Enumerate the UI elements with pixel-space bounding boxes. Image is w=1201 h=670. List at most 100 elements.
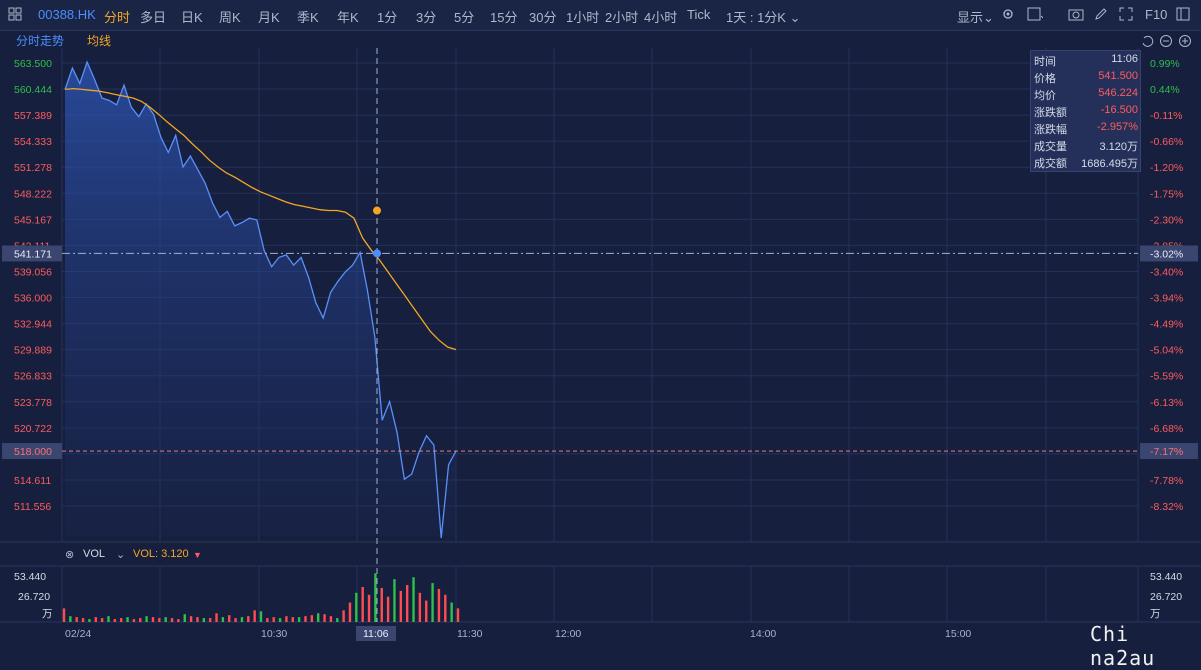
period-tab-intraday[interactable]: 分时	[104, 10, 131, 25]
pct-tick-label: -1.20%	[1150, 162, 1183, 174]
pct-tick-label: -3.40%	[1150, 266, 1183, 278]
price-tick-label: 560.444	[14, 84, 52, 96]
crosshair-pct-tag	[1140, 245, 1198, 262]
volume-bar	[450, 602, 453, 622]
settings-icon[interactable]	[1001, 7, 1015, 21]
time-tick-label: 10:30	[261, 628, 287, 640]
pct-tick-label: -2.30%	[1150, 214, 1183, 226]
pct-tick-label: 0.44%	[1150, 84, 1180, 96]
zoom-in-icon[interactable]	[1178, 34, 1192, 48]
volume-bar	[444, 594, 447, 622]
period-tab-tick[interactable]: Tick	[687, 7, 711, 22]
volume-bar	[418, 592, 422, 622]
period-tab-2h[interactable]: 2小时	[605, 10, 639, 25]
layout-icon[interactable]	[1027, 7, 1044, 21]
zoom-out-icon[interactable]	[1159, 34, 1173, 48]
volume-bar	[100, 618, 104, 622]
period-tab-30min[interactable]: 30分	[529, 10, 557, 25]
stock-symbol[interactable]: 00388.HK	[38, 7, 96, 22]
time-tick-label: 02/24	[65, 628, 91, 640]
period-tab-multiday[interactable]: 多日	[140, 10, 167, 25]
average-line	[64, 87, 457, 351]
price-tick-label: 520.722	[14, 423, 52, 435]
price-tick-label: 563.500	[14, 58, 52, 70]
price-tick-label: 514.611	[14, 475, 51, 487]
last-pct-value: -7.17%	[1150, 446, 1183, 458]
period-tab-1min[interactable]: 1分	[377, 10, 398, 25]
volume-bar	[405, 585, 409, 622]
info-avg-value: 546.224	[1098, 87, 1138, 99]
period-tab-quarter[interactable]: 季K	[297, 10, 319, 25]
intraday-chart[interactable]: 563.500 0.99% 560.444 0.44% 557.389 -0.11% 554…	[0, 0, 1201, 646]
info-turnover-label: 成交额	[1034, 158, 1067, 170]
volume-bar	[329, 616, 333, 622]
pencil-icon[interactable]	[1094, 7, 1108, 21]
volume-bar	[431, 583, 434, 622]
volume-bar	[75, 617, 78, 622]
volume-bar	[69, 616, 72, 622]
volume-bar	[183, 614, 186, 622]
volume-indicator-label[interactable]: VOL	[83, 548, 106, 560]
volume-bar	[202, 618, 206, 622]
volume-unit-label: 万	[42, 608, 53, 620]
volume-bar	[234, 618, 237, 622]
volume-bar	[437, 588, 441, 622]
period-tab-1h[interactable]: 1小时	[566, 10, 600, 25]
period-tab-day[interactable]: 日K	[181, 10, 203, 25]
price-tick-label: 545.167	[14, 214, 52, 226]
volume-bar	[348, 602, 352, 622]
close-volume-icon[interactable]: ⊗	[65, 549, 75, 561]
crosshair-price-dot	[373, 249, 381, 258]
info-price-label: 价格	[1034, 73, 1056, 85]
display-menu[interactable]: 显示⌄	[957, 7, 994, 26]
sidebar-toggle-icon[interactable]	[1176, 7, 1190, 21]
volume-bar	[113, 619, 117, 622]
range-select[interactable]: 1天 : 1分K ⌄	[726, 7, 801, 26]
pct-tick-label: -5.04%	[1150, 345, 1183, 357]
undo-icon[interactable]	[1140, 34, 1154, 48]
info-volume-value: 3.120万	[1099, 141, 1138, 153]
camera-icon[interactable]	[1068, 7, 1084, 21]
period-tab-15min[interactable]: 15分	[490, 10, 518, 25]
period-tab-year[interactable]: 年K	[337, 10, 359, 25]
volume-bar	[336, 618, 339, 622]
price-tick-label: 536.000	[14, 293, 52, 305]
pct-tick-label: -0.66%	[1150, 136, 1183, 148]
volume-tick-label: 53.440	[1150, 571, 1182, 583]
range-select-label: 1天 : 1分K	[726, 10, 786, 25]
period-tab-week[interactable]: 周K	[219, 10, 241, 25]
period-tab-3min[interactable]: 3分	[416, 10, 437, 25]
legend-average[interactable]: 均线	[87, 34, 112, 48]
period-tab-4h[interactable]: 4小时	[644, 10, 678, 25]
f10-button[interactable]: F10	[1145, 7, 1168, 22]
volume-bar	[240, 617, 244, 622]
volume-bar	[342, 610, 345, 622]
watermark-text: Chi na2au	[1090, 622, 1156, 670]
price-tick-label: 539.056	[14, 266, 52, 278]
volume-bar	[386, 596, 390, 622]
chevron-down-icon[interactable]: ⌄	[116, 549, 126, 561]
volume-bar	[456, 608, 460, 622]
info-turnover-value: 1686.495万	[1081, 158, 1138, 170]
pct-tick-label: -0.11%	[1150, 110, 1183, 122]
volume-bar	[247, 616, 250, 622]
crosshair-price-value: 541.171	[14, 248, 52, 260]
pct-tick-label: -3.94%	[1150, 293, 1183, 305]
time-tick-label: 11:30	[457, 628, 483, 640]
volume-bar	[139, 618, 142, 622]
price-tick-label: 529.889	[14, 345, 52, 357]
period-tab-month[interactable]: 月K	[258, 10, 280, 25]
price-area	[65, 62, 456, 538]
period-tab-5min[interactable]: 5分	[454, 10, 475, 25]
expand-icon[interactable]	[1119, 7, 1133, 21]
volume-unit-label: 万	[1150, 608, 1161, 620]
legend-intraday[interactable]: 分时走势	[16, 34, 65, 48]
volume-bar	[126, 617, 129, 622]
volume-bar	[304, 616, 307, 622]
volume-bar	[266, 618, 269, 622]
caret-down-icon: ▼	[193, 550, 202, 560]
grid-menu-icon[interactable]	[8, 7, 22, 21]
pct-tick-label: -6.68%	[1150, 423, 1183, 435]
volume-bar	[196, 617, 199, 622]
info-change-value: -16.500	[1100, 104, 1138, 116]
